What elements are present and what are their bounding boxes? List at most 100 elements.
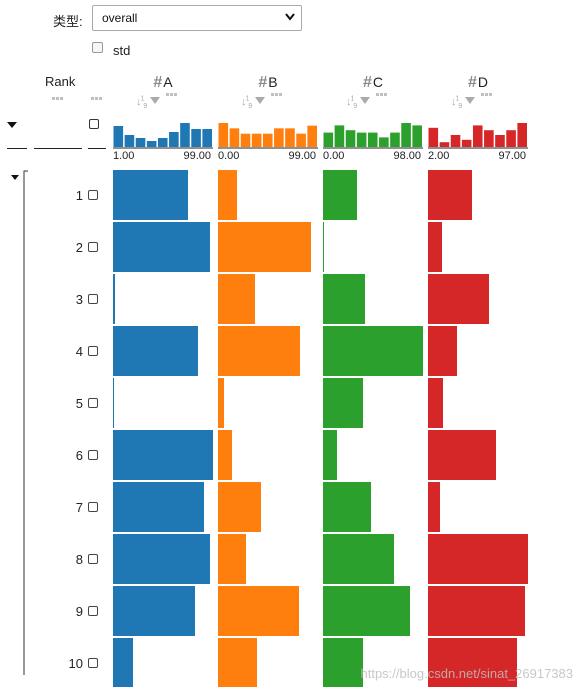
histogram-bar-b [307,125,317,147]
bar-a-row-1 [113,170,188,220]
std-checkbox[interactable] [92,42,103,53]
bar-c-row-8 [323,534,394,584]
bar-d-row-4 [428,326,457,376]
bar-a-row-10 [113,638,133,687]
sort-icon[interactable]: ↓19 [136,95,147,110]
group-collapse-icon[interactable] [7,122,17,128]
histogram-bar-a [169,132,179,147]
rank-number: 1 [75,188,83,203]
column-header-b[interactable]: #B [218,74,318,92]
bar-b-row-5 [218,378,224,428]
row-checkbox[interactable] [88,450,98,460]
bar-c-row-4 [323,326,423,376]
watermark: https://blog.csdn.net/sinat_26917383 [360,666,574,681]
bar-c-row-3 [323,274,365,324]
bar-a-row-7 [113,482,204,532]
filter-icon[interactable] [360,96,371,104]
group-bracket [23,170,28,675]
histogram-bar-c [345,130,356,147]
bar-d-row-9 [428,586,525,636]
bar-b-row-7 [218,482,261,532]
type-select[interactable]: overall [92,5,302,31]
sort-icon[interactable]: ↓19 [346,95,357,110]
axis-max-label: 97.00 [498,150,526,162]
histogram-bar-c [334,125,345,147]
numeric-column-icon: # [153,74,163,91]
bar-a-row-5 [113,378,114,428]
bar-d-row-3 [428,274,489,324]
group-toggle-icon[interactable] [11,175,19,180]
histogram-bar-b [218,123,229,147]
histogram-bar-a [157,138,168,147]
rank-number: 8 [75,552,83,567]
row-checkbox[interactable] [88,502,98,512]
chevron-down-icon [285,13,295,21]
bar-c-row-7 [323,482,371,532]
filter-icon[interactable] [150,96,161,104]
rank-number: 4 [75,344,83,359]
histogram-bar-d [461,139,472,147]
bar-a-row-9 [113,586,195,636]
rank-underline [7,148,27,149]
column-name: B [268,74,278,90]
row-checkbox[interactable] [88,346,98,356]
histogram-bar-b [274,128,284,147]
row-checkbox[interactable] [88,190,98,200]
row-checkbox[interactable] [88,294,98,304]
row-checkbox[interactable] [88,606,98,616]
row-checkbox[interactable] [88,658,98,668]
filter-icon[interactable] [255,96,266,104]
bar-d-row-1 [428,170,472,220]
column-name: D [477,74,489,90]
numeric-column-icon: # [362,74,372,91]
column-drag-handle[interactable] [481,93,493,106]
bar-a-row-4 [113,326,198,376]
column-drag-handle[interactable] [376,93,388,106]
bar-d-row-10 [428,638,517,687]
histogram-bar-c [390,132,400,147]
bar-d-row-8 [428,534,528,584]
histogram-bar-b [251,133,262,147]
histogram-bar-d [428,127,439,147]
histogram-bar-d [495,135,505,147]
std-label: std [113,43,131,58]
axis-min-label: 0.00 [218,150,240,162]
histogram-bar-a [135,138,146,147]
bar-b-row-3 [218,274,255,324]
histogram-bar-d [517,123,527,147]
histogram-bar-b [296,133,306,147]
sort-icon[interactable]: ↓19 [451,95,462,110]
histogram-bar-a [113,126,124,147]
row-checkbox[interactable] [88,242,98,252]
histogram-bar-d [506,130,516,147]
histogram-bar-d [439,142,450,147]
type-select-value: overall [102,11,138,25]
filter-icon[interactable] [465,96,476,104]
bar-c-row-2 [323,222,324,272]
rank-drag-handle[interactable] [52,97,64,101]
column-header-c[interactable]: #C [323,74,423,92]
bar-b-row-1 [218,170,237,220]
select-all-checkbox[interactable] [89,119,99,129]
histogram-bar-c [356,132,367,147]
histogram-bar-b [240,133,251,147]
column-drag-handle[interactable] [271,93,283,106]
axis-max-label: 98.00 [393,150,421,162]
bar-a-row-3 [113,274,115,324]
bar-a-row-2 [113,222,210,272]
row-checkbox[interactable] [88,554,98,564]
column-header-d[interactable]: #D [428,74,528,92]
bar-b-row-8 [218,534,246,584]
histogram-bar-a [124,135,135,147]
bar-c-row-10 [323,638,363,687]
bar-b-row-4 [218,326,300,376]
column-drag-handle[interactable] [166,93,178,106]
rank-number: 7 [75,500,83,515]
histogram-bar-a [191,129,201,147]
sort-icon[interactable]: ↓19 [241,95,252,110]
axis-max-label: 99.00 [183,150,211,162]
select-drag-handle[interactable] [91,97,103,101]
row-checkbox[interactable] [88,398,98,408]
column-header-a[interactable]: #A [113,74,213,92]
axis-min-label: 2.00 [428,150,450,162]
